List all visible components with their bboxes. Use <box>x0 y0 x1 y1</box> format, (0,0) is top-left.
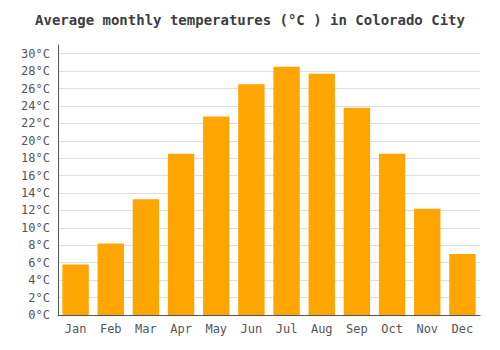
svg-text:Dec: Dec <box>452 322 474 336</box>
svg-text:6°C: 6°C <box>28 256 50 270</box>
svg-text:28°C: 28°C <box>21 64 50 78</box>
svg-text:Jan: Jan <box>65 322 87 336</box>
svg-text:26°C: 26°C <box>21 82 50 96</box>
svg-text:Feb: Feb <box>100 322 122 336</box>
svg-text:22°C: 22°C <box>21 116 50 130</box>
svg-text:4°C: 4°C <box>28 273 50 287</box>
svg-text:Average monthly temperatures (: Average monthly temperatures (°C ) in Co… <box>35 12 465 28</box>
svg-text:Jul: Jul <box>276 322 298 336</box>
svg-text:14°C: 14°C <box>21 186 50 200</box>
svg-text:10°C: 10°C <box>21 221 50 235</box>
svg-text:Nov: Nov <box>416 322 438 336</box>
svg-text:Aug: Aug <box>311 322 333 336</box>
svg-text:30°C: 30°C <box>21 47 50 61</box>
svg-text:8°C: 8°C <box>28 238 50 252</box>
svg-text:Oct: Oct <box>381 322 403 336</box>
svg-text:May: May <box>205 322 227 336</box>
svg-text:18°C: 18°C <box>21 151 50 165</box>
svg-text:Jun: Jun <box>241 322 263 336</box>
svg-text:12°C: 12°C <box>21 203 50 217</box>
svg-text:16°C: 16°C <box>21 169 50 183</box>
svg-text:Apr: Apr <box>170 322 192 336</box>
svg-text:2°C: 2°C <box>28 291 50 305</box>
svg-text:20°C: 20°C <box>21 134 50 148</box>
svg-text:24°C: 24°C <box>21 99 50 113</box>
svg-text:Sep: Sep <box>346 322 368 336</box>
svg-text:0°C: 0°C <box>28 308 50 322</box>
svg-text:Mar: Mar <box>135 322 157 336</box>
